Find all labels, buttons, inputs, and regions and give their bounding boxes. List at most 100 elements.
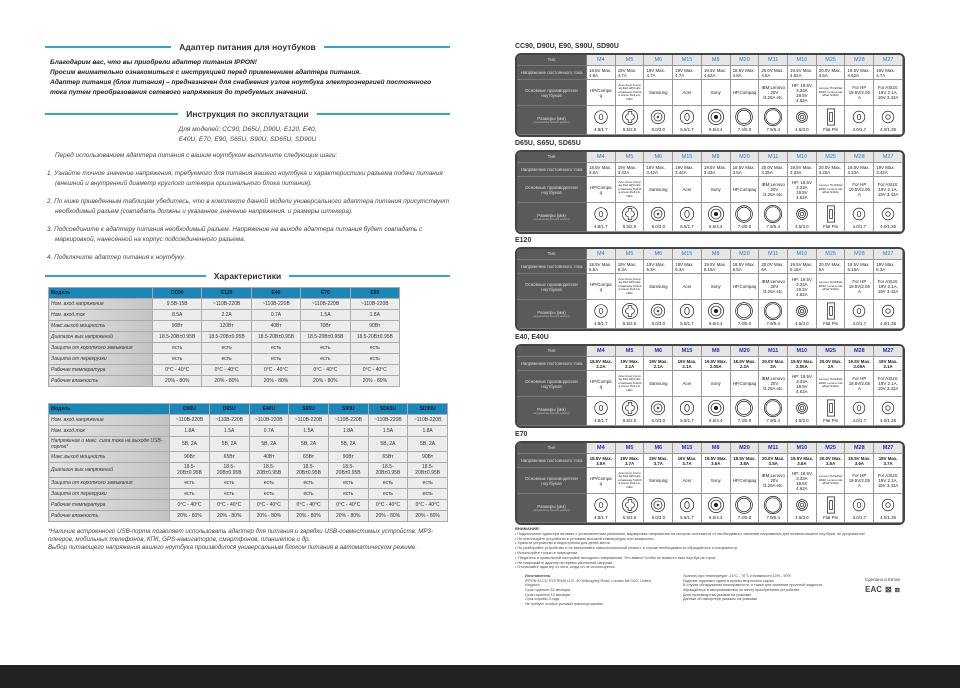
connector-plug-icon	[675, 496, 699, 515]
connector-cell: 20.0V Max. 3.25A	[759, 163, 789, 177]
table-cell: 2.2A	[201, 309, 252, 321]
connector-cell: 4.0/1.7	[845, 106, 875, 135]
connector-cell: M15	[673, 346, 702, 357]
warning-item: • Не накрывайте адаптер во время усиленн…	[515, 560, 614, 565]
connector-cell: 4.5/3.0	[788, 397, 817, 426]
manual-title: Инструкция по эксплуатации	[45, 109, 450, 119]
connector-cell: 6.5/4.4	[701, 203, 731, 232]
connector-size: 5.5/1.7	[680, 224, 694, 229]
connector-cell: For ASUS: 19V 2.1A, 19V 3.42A	[874, 177, 903, 203]
table-cell: ~110В-220В	[300, 298, 351, 310]
connector-cell: For HP 19.5V/2.05A	[845, 274, 875, 300]
connector-cell: IBM,Lenovo: 20V /3.25A etc.	[759, 468, 789, 494]
table-cell: есть	[208, 488, 250, 500]
row-header: Напряжение постоянного тока	[517, 66, 587, 80]
connector-cell: Lenovo ThinkPad E540, Lenovo IdeaPad S41…	[816, 371, 846, 397]
connector-cell: Sony	[701, 80, 731, 106]
connector-cell: M8	[701, 443, 731, 454]
connector-size: 7.4/5.0	[737, 224, 752, 229]
connector-cell: Lenovo ThinkPad E540, Lenovo IdeaPad S41…	[816, 468, 846, 494]
connector-cell: Samsung	[644, 80, 674, 106]
table-cell: ~110В-220В	[367, 414, 409, 426]
step-1: 1. Узнайте точное значение напряжения, т…	[47, 170, 443, 187]
connector-cell: 19V Max. 3.7A	[874, 454, 903, 468]
connector-cell: 18.5V Max. 3.8A	[730, 454, 760, 468]
column-header: D90U	[169, 403, 210, 415]
connector-plug-icon	[876, 302, 900, 321]
connector-cell: Lenovo ThinkPad E540, Lenovo IdeaPad S41…	[816, 80, 846, 106]
table-cell: 20% - 80%	[201, 375, 252, 387]
connector-size: 7.4/5.0	[737, 321, 752, 326]
table-cell: ~110В-220В	[250, 298, 302, 310]
connector-row: Размеры (мм) наружный/внутренний диаметр 4…	[517, 300, 903, 329]
warning-item: • Подключение адаптера питания с установ…	[515, 531, 865, 536]
made-in-block: Сделано в Китае EAC ⊠ ⧈	[855, 574, 910, 606]
connector-plug-icon	[761, 399, 785, 418]
connector-cell: M20	[730, 152, 760, 163]
table-row: Защита от перегрузки есть есть есть есть есть	[47, 353, 401, 365]
connector-cell: M4	[587, 152, 616, 163]
connector-plug-icon	[847, 399, 871, 418]
connector-cell: HP: 19.5V 3.33A 19.5V 4.62A	[788, 371, 817, 397]
row-header: Защита от перегрузки	[47, 488, 171, 500]
connector-plug-icon	[733, 399, 757, 418]
connector-size: 4.8/1.7	[594, 515, 608, 520]
table-cell: есть	[250, 353, 302, 365]
connector-cell: M4	[587, 249, 616, 260]
footnote-line: Выбор питающего напряжения вашего ноутбу…	[48, 544, 418, 551]
connector-cell: M25	[816, 443, 846, 454]
table-cell: ~110В-220В	[201, 298, 252, 310]
connector-cell: 5.5/2.5	[615, 106, 645, 135]
column-header: SD90U	[407, 403, 448, 415]
connector-cell: Flat Pin	[816, 494, 846, 523]
connector-cell: For ASUS: 19V 2.1A, 19V 3.42A	[874, 274, 903, 300]
connector-cell: 4.8/1.7	[587, 494, 616, 523]
connector-cell: Acer,Asus,Compaq,Dell,HP,Fujitsu,Gateway…	[615, 371, 645, 397]
connector-plug-icon	[876, 496, 900, 515]
connector-cell: M11	[759, 152, 789, 163]
connector-plug-icon	[589, 399, 613, 418]
connector-cell: 7.4/5.0	[730, 397, 760, 426]
table-cell: есть	[349, 342, 401, 354]
table-cell: 5В, 2А	[367, 436, 409, 452]
connector-cell: 6.5/4.4	[701, 494, 731, 523]
connector-size: 5.0/3.0	[651, 515, 666, 520]
table-cell: 20% - 80%	[349, 375, 401, 387]
connector-cell: 19V Max. 3.7A	[644, 454, 674, 468]
table-cell: есть	[201, 342, 252, 354]
table-row: Рабочая температура 0°C - 40°C 0°C - 40°C 0…	[47, 364, 401, 376]
connector-size: 7.4/5.0	[737, 418, 752, 423]
connector-plug-icon	[704, 302, 728, 321]
connector-cell: For ASUS: 19V 2.1A, 19V 3.42A	[874, 371, 903, 397]
connector-cell: 7.9/5.4	[759, 300, 789, 329]
connector-size: 4.0/1.35	[880, 515, 897, 520]
connector-row: Напряжение постоянного тока 18.5V Max. 3.…	[517, 454, 903, 468]
table-row: Ном. вход.напряжение ~110В-220В ~110В-220В…	[47, 414, 448, 426]
connector-cell: 7.4/5.0	[730, 203, 760, 232]
connector-cell: Sony	[701, 468, 731, 494]
connector-cell: 20.0V Max. 2A	[759, 357, 789, 371]
connector-cell: M27	[874, 443, 903, 454]
connector-cell: M4	[587, 443, 616, 454]
row-header: Основные производители ноутбуков	[517, 80, 587, 106]
connector-plug-icon	[876, 108, 900, 127]
row-header: Ном. вход.ток	[47, 309, 154, 321]
connector-row: Основные производители ноутбуков HP/Compa…	[517, 468, 903, 494]
table-cell: 18.5-20В±0.95В	[407, 462, 448, 478]
row-header: Основные производители ноутбуков	[517, 177, 587, 203]
connector-cell: M20	[730, 443, 760, 454]
manufacturer-lines: IPPON ELCO SYSTEMS LLP., 40 Willoughby R…	[525, 579, 665, 607]
connector-cell: M5	[615, 346, 645, 357]
table-cell: 0°C - 40°C	[250, 364, 302, 376]
column-header: D65U	[208, 403, 250, 415]
row-label: Основные производители ноутбуков	[525, 184, 578, 195]
table-cell: 20% - 80%	[248, 510, 290, 522]
manufacturer-line: Срок годности 15 месяцев	[525, 587, 571, 592]
row-sublabel: наружный/внутренний диаметр	[533, 412, 570, 415]
connector-cell: Acer,Asus,Compaq,Dell,HP,Fujitsu,Gateway…	[615, 80, 645, 106]
row-header: Основные производители ноутбуков	[517, 468, 587, 494]
connector-size: 4.0/1.7	[852, 321, 867, 326]
connector-cell: M11	[759, 443, 789, 454]
connector-cell: 5.0/3.0	[644, 397, 674, 426]
connector-cell: 20.0V Max. 3.5A	[759, 454, 789, 468]
